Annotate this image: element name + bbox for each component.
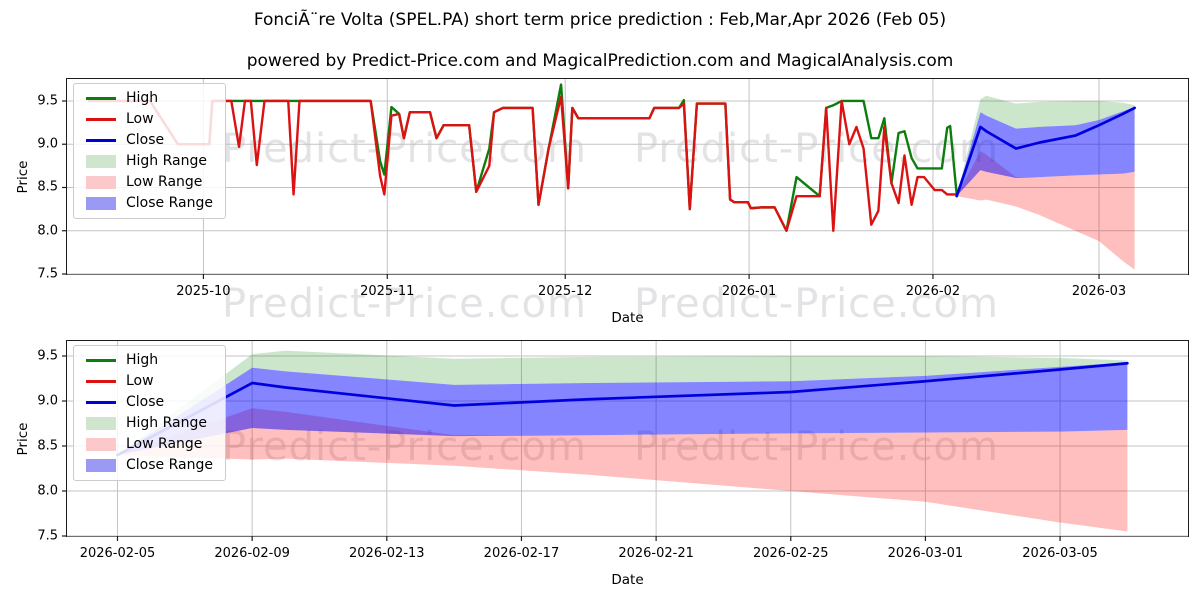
legend-item-close: Close — [86, 395, 213, 410]
y-axis-label: Price — [15, 422, 31, 455]
x-axis-label: Date — [611, 572, 644, 588]
history-forecast-chart: High Low Close High Range Low Range Close Ran… — [15, 78, 1189, 326]
y-axis-label: Price — [15, 160, 31, 193]
legend-label: Low Range — [126, 436, 203, 452]
legend-swatch-high — [86, 97, 116, 100]
legend-label: Low — [126, 111, 154, 127]
legend-swatch-low-range — [86, 176, 116, 189]
x-tick-label: 2025-10 — [176, 284, 231, 299]
y-tick-label: 8.5 — [37, 179, 58, 195]
legend-label: High Range — [126, 153, 207, 169]
x-tick-label: 2026-03-01 — [887, 546, 964, 561]
legend-label: Low Range — [126, 174, 203, 190]
legend-label: High Range — [126, 415, 207, 431]
legend-label: Low — [126, 373, 154, 389]
x-tick-label: 2026-02-21 — [618, 546, 694, 561]
series-close — [955, 106, 1136, 198]
band-low-range — [956, 151, 1135, 270]
legend-label: High — [126, 352, 159, 368]
legend-item-close-range: Close Range — [86, 458, 213, 473]
x-tick-label: 2026-02 — [905, 284, 961, 299]
y-tick-label: 8.5 — [37, 438, 58, 454]
legend-label: Close Range — [126, 195, 213, 211]
legend-swatch-high-range — [86, 155, 116, 168]
y-tick-label: 9.0 — [37, 393, 58, 409]
legend-swatch-low — [86, 118, 116, 121]
legend-label: High — [126, 90, 159, 106]
legend-swatch-close — [86, 139, 116, 142]
legend-swatch-close-range — [86, 197, 116, 210]
x-tick-label: 2026-02-05 — [79, 546, 156, 561]
legend-item-close: Close — [86, 133, 213, 148]
x-tick-label: 2025-11 — [360, 284, 415, 299]
legend-swatch-high-range — [86, 417, 116, 430]
legend-item-high-range: High Range — [86, 154, 213, 169]
legend-item-low-range: Low Range — [86, 437, 213, 452]
legend-label: Close — [126, 132, 165, 148]
series-close — [116, 361, 1129, 457]
x-tick-label: 2026-03 — [1071, 284, 1127, 299]
legend-item-low: Low — [86, 374, 213, 389]
legend-item-low-range: Low Range — [86, 175, 213, 190]
legend-swatch-close-range — [86, 459, 116, 472]
history-forecast-canvas — [62, 79, 1188, 279]
legend-label: Close — [126, 394, 165, 410]
forecast-detail-chart: High Low Close High Range Low Range Close Ran… — [15, 340, 1189, 588]
legend-swatch-close — [86, 401, 116, 404]
y-tick-label: 7.5 — [37, 266, 58, 282]
band-high-range — [117, 350, 1128, 456]
x-tick-label: 2026-02-13 — [349, 546, 425, 561]
page-title: FonciÃ¨re Volta (SPEL.PA) short term pri… — [253, 10, 947, 30]
legend-swatch-high — [86, 359, 116, 362]
y-tick-label: 8.0 — [37, 483, 58, 499]
legend-item-high-range: High Range — [86, 416, 213, 431]
legend-item-close-range: Close Range — [86, 196, 213, 211]
legend-swatch-low — [86, 380, 116, 383]
forecast-detail-canvas — [62, 341, 1188, 541]
x-tick-label: 2026-02-25 — [752, 546, 829, 561]
y-tick-label: 9.5 — [37, 348, 58, 364]
legend-swatch-low-range — [86, 438, 116, 451]
legend-item-high: High — [86, 91, 213, 106]
legend-label: Close Range — [126, 457, 213, 473]
legend-item-high: High — [86, 353, 213, 368]
band-low-range — [117, 408, 1128, 532]
x-axis-label: Date — [611, 310, 644, 326]
legend-item-low: Low — [86, 112, 213, 127]
band-high-range — [956, 95, 1135, 197]
y-tick-label: 9.5 — [37, 93, 58, 109]
x-tick-label: 2026-03-05 — [1022, 546, 1098, 561]
y-tick-label: 9.0 — [37, 136, 58, 152]
series-low — [87, 95, 958, 232]
x-tick-label: 2025-12 — [538, 284, 593, 299]
legend: High Low Close High Range Low Range Close Ran… — [73, 83, 226, 219]
x-tick-label: 2026-02-17 — [483, 546, 560, 561]
y-tick-label: 8.0 — [37, 223, 58, 239]
y-tick-label: 7.5 — [37, 528, 58, 544]
x-tick-label: 2026-02-09 — [214, 546, 290, 561]
x-tick-label: 2026-01 — [721, 284, 777, 299]
page-subtitle: powered by Predict-Price.com and Magical… — [246, 51, 954, 71]
legend: High Low Close High Range Low Range Close Ran… — [73, 345, 226, 481]
